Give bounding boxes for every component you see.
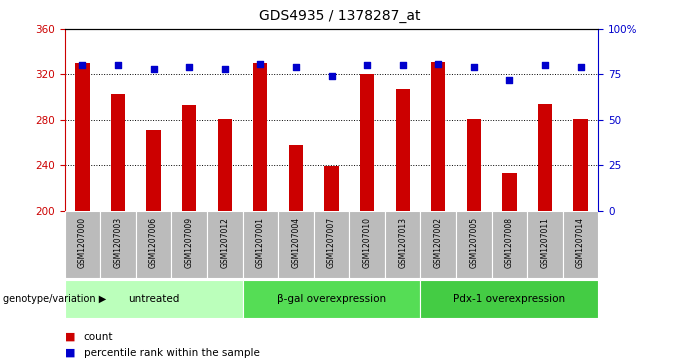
Point bbox=[184, 64, 194, 70]
Point bbox=[112, 62, 124, 68]
Bar bbox=[100, 211, 136, 278]
Bar bbox=[466, 119, 481, 211]
Bar bbox=[289, 145, 303, 211]
Bar bbox=[350, 211, 385, 278]
Text: ■: ■ bbox=[65, 348, 75, 358]
Text: GSM1207005: GSM1207005 bbox=[469, 217, 478, 268]
Text: GSM1207000: GSM1207000 bbox=[78, 217, 87, 268]
Bar bbox=[243, 280, 420, 318]
Text: GSM1207006: GSM1207006 bbox=[149, 217, 158, 268]
Bar bbox=[111, 94, 125, 211]
Bar bbox=[396, 89, 410, 211]
Text: count: count bbox=[84, 332, 113, 342]
Point bbox=[397, 62, 408, 68]
Text: genotype/variation ▶: genotype/variation ▶ bbox=[3, 294, 107, 303]
Point bbox=[290, 64, 301, 70]
Point bbox=[77, 62, 88, 68]
Text: GSM1207004: GSM1207004 bbox=[292, 217, 301, 268]
Text: GSM1207011: GSM1207011 bbox=[541, 217, 549, 268]
Point bbox=[148, 66, 159, 72]
Bar bbox=[243, 211, 278, 278]
Text: GSM1207009: GSM1207009 bbox=[185, 217, 194, 268]
Point bbox=[575, 64, 586, 70]
Bar bbox=[253, 63, 267, 211]
Point bbox=[255, 61, 266, 66]
Bar bbox=[420, 280, 598, 318]
Point bbox=[326, 73, 337, 79]
Text: GSM1207012: GSM1207012 bbox=[220, 217, 229, 268]
Text: GSM1207007: GSM1207007 bbox=[327, 217, 336, 268]
Bar bbox=[75, 63, 90, 211]
Bar bbox=[538, 104, 552, 211]
Bar bbox=[324, 166, 339, 211]
Bar bbox=[431, 62, 445, 211]
Text: GDS4935 / 1378287_at: GDS4935 / 1378287_at bbox=[259, 9, 421, 23]
Bar bbox=[182, 105, 197, 211]
Text: untreated: untreated bbox=[128, 294, 180, 303]
Bar bbox=[503, 173, 517, 211]
Point bbox=[432, 61, 443, 66]
Bar bbox=[136, 211, 171, 278]
Bar bbox=[218, 119, 232, 211]
Bar bbox=[171, 211, 207, 278]
Bar bbox=[278, 211, 313, 278]
Bar bbox=[65, 280, 243, 318]
Bar bbox=[313, 211, 350, 278]
Bar bbox=[563, 211, 598, 278]
Bar bbox=[146, 130, 160, 211]
Text: GSM1207003: GSM1207003 bbox=[114, 217, 122, 268]
Bar bbox=[456, 211, 492, 278]
Text: GSM1207014: GSM1207014 bbox=[576, 217, 585, 268]
Bar bbox=[573, 119, 588, 211]
Text: ■: ■ bbox=[65, 332, 75, 342]
Text: β-gal overexpression: β-gal overexpression bbox=[277, 294, 386, 303]
Text: GSM1207001: GSM1207001 bbox=[256, 217, 265, 268]
Text: GSM1207010: GSM1207010 bbox=[362, 217, 371, 268]
Point bbox=[540, 62, 551, 68]
Text: GSM1207002: GSM1207002 bbox=[434, 217, 443, 268]
Bar bbox=[420, 211, 456, 278]
Bar bbox=[492, 211, 527, 278]
Bar bbox=[207, 211, 243, 278]
Point bbox=[219, 66, 230, 72]
Point bbox=[504, 77, 515, 83]
Text: GSM1207008: GSM1207008 bbox=[505, 217, 514, 268]
Text: Pdx-1 overexpression: Pdx-1 overexpression bbox=[454, 294, 566, 303]
Point bbox=[469, 64, 479, 70]
Text: percentile rank within the sample: percentile rank within the sample bbox=[84, 348, 260, 358]
Bar bbox=[527, 211, 563, 278]
Bar bbox=[65, 211, 100, 278]
Bar bbox=[360, 74, 374, 211]
Text: GSM1207013: GSM1207013 bbox=[398, 217, 407, 268]
Bar bbox=[385, 211, 420, 278]
Point bbox=[362, 62, 373, 68]
